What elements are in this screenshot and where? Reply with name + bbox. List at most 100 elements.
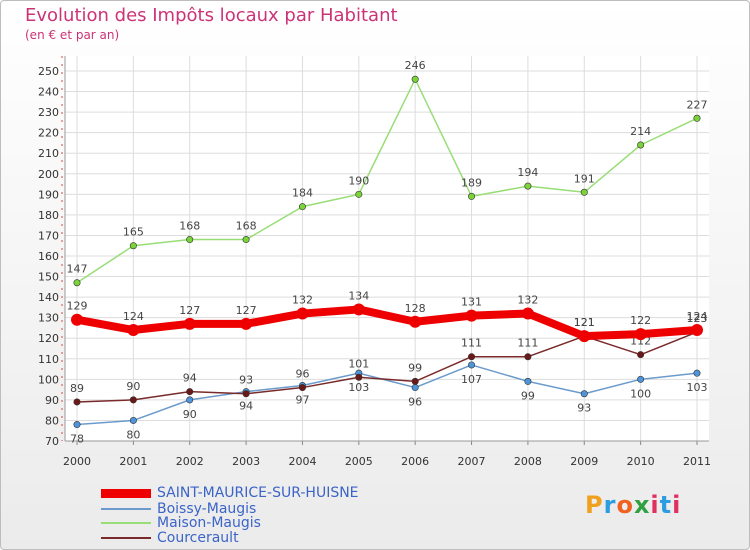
data-label: 101	[348, 357, 369, 370]
series-point-1	[129, 416, 137, 424]
y-tick-label: 210	[38, 147, 59, 160]
legend-label-courcerault: Courcerault	[157, 530, 239, 546]
data-label: 184	[292, 187, 313, 200]
series-point-2	[524, 182, 532, 190]
x-tick-label: 2008	[514, 455, 542, 468]
series-point-1	[580, 390, 588, 398]
data-label: 121	[574, 316, 595, 329]
series-point-1	[637, 375, 645, 383]
x-tick-label: 2011	[683, 455, 711, 468]
data-label: 121	[574, 316, 595, 329]
series-line-2	[76, 78, 698, 284]
data-label: 168	[236, 220, 257, 233]
data-label: 89	[70, 382, 84, 395]
series-point-1	[73, 421, 81, 429]
data-label: 132	[292, 294, 313, 307]
series-point-0	[127, 324, 140, 336]
series-line-0	[76, 305, 698, 341]
series-point-3	[468, 353, 476, 361]
legend-item-maison-maugis: Maison-Maugis	[101, 515, 261, 531]
legend-swatch-courcerault	[101, 537, 151, 539]
x-tick-label: 2007	[458, 455, 486, 468]
y-tick-label: 230	[38, 106, 59, 119]
series-point-0	[409, 315, 422, 328]
series-point-0	[183, 317, 196, 330]
y-tick-label: 110	[38, 353, 59, 366]
series-point-3	[186, 388, 194, 396]
legend-label-boissy-maugis: Boissy-Maugis	[157, 501, 257, 517]
series-point-3	[73, 398, 81, 406]
data-label: 78	[70, 433, 84, 446]
data-label: 103	[687, 381, 708, 394]
x-tick-label: 2003	[232, 455, 260, 468]
y-tick-label: 180	[38, 209, 59, 222]
legend-swatch-saint-maurice	[101, 488, 151, 498]
series-point-2	[693, 114, 701, 122]
series-point-2	[637, 141, 645, 149]
data-label: 96	[295, 368, 309, 381]
y-tick-label: 120	[38, 332, 59, 345]
proxiti-logo: Proxiti	[585, 491, 682, 519]
x-tick-label: 2006	[401, 455, 429, 468]
series-point-2	[411, 75, 419, 83]
series-point-0	[352, 303, 365, 316]
data-label: 107	[461, 373, 482, 386]
y-tick-label: 240	[38, 86, 59, 99]
x-tick-label: 2010	[627, 455, 655, 468]
series-point-0	[71, 313, 83, 326]
legend-swatch-maison-maugis	[101, 522, 151, 524]
y-tick-label: 130	[38, 312, 59, 325]
series-point-0	[521, 307, 534, 320]
chart-title: Evolution des Impôts locaux par Habitant	[25, 5, 398, 26]
series-point-3	[242, 390, 250, 398]
x-tick-label: 2005	[345, 455, 373, 468]
x-tick-label: 2001	[119, 455, 147, 468]
data-label: 99	[521, 389, 535, 402]
x-tick-label: 2002	[176, 455, 204, 468]
data-label: 128	[405, 302, 426, 315]
series-point-3	[298, 384, 306, 392]
y-tick-label: 160	[38, 250, 59, 263]
series-point-2	[580, 188, 588, 196]
series-point-2	[129, 242, 137, 250]
y-tick-label: 90	[45, 394, 59, 407]
data-label: 127	[179, 304, 200, 317]
y-tick-label: 150	[38, 271, 59, 284]
data-label: 191	[574, 172, 595, 185]
x-tick-label: 2000	[63, 455, 91, 468]
data-label: 97	[295, 394, 309, 407]
data-label: 93	[239, 374, 253, 387]
series-point-3	[524, 353, 532, 361]
y-tick-label: 200	[38, 168, 59, 181]
series-point-0	[240, 317, 253, 330]
y-tick-label: 100	[38, 373, 59, 386]
data-label: 168	[179, 220, 200, 233]
legend-label-maison-maugis: Maison-Maugis	[157, 515, 261, 531]
series-point-0	[578, 330, 591, 343]
data-label: 80	[126, 428, 140, 441]
series-point-1	[524, 377, 532, 385]
y-tick-label: 190	[38, 188, 59, 201]
data-label: 122	[630, 314, 651, 327]
data-label: 165	[123, 226, 144, 239]
x-tick-label: 2004	[288, 455, 316, 468]
data-label: 194	[517, 166, 538, 179]
series-point-3	[411, 377, 419, 385]
series-point-0	[296, 307, 309, 320]
data-label: 246	[405, 59, 426, 72]
series-point-3	[355, 373, 363, 381]
data-label: 93	[577, 402, 591, 415]
series-point-3	[129, 396, 137, 404]
data-label: 147	[67, 263, 88, 276]
data-label: 214	[630, 125, 651, 138]
plot-area	[65, 56, 709, 441]
data-label: 124	[123, 310, 144, 323]
legend-item-boissy-maugis: Boissy-Maugis	[101, 501, 256, 517]
series-point-0	[465, 309, 478, 322]
data-label: 132	[517, 294, 538, 307]
data-label: 94	[183, 372, 197, 385]
data-label: 134	[348, 289, 369, 302]
data-label: 96	[408, 396, 422, 409]
series-point-1	[186, 396, 194, 404]
